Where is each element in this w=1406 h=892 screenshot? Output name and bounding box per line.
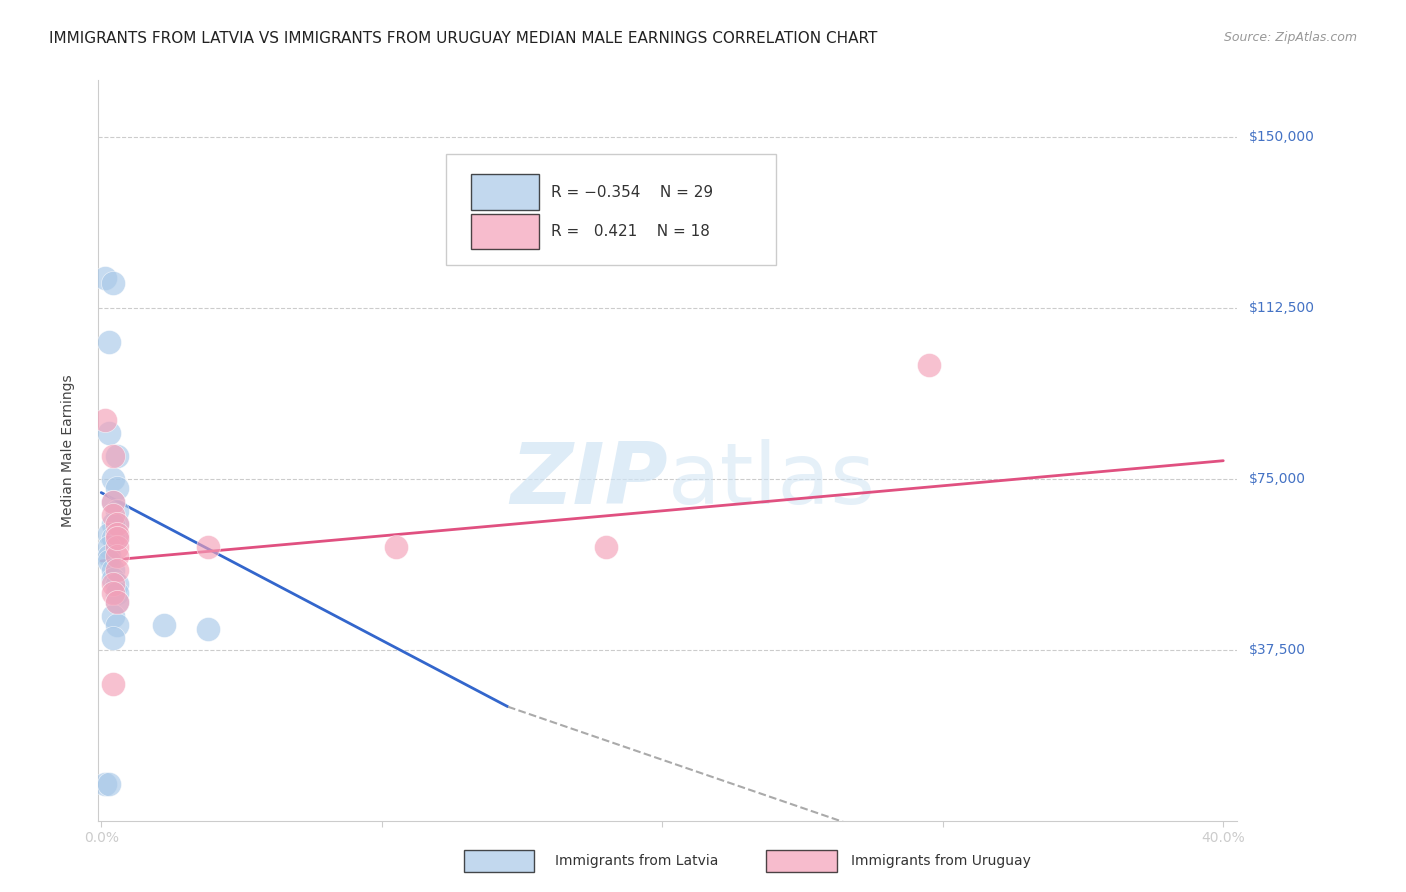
Point (98, 541, 121, 555)
Text: R =   0.421    N = 18: R = 0.421 N = 18 (551, 224, 710, 239)
Point (918, 358, 941, 372)
Point (105, 549, 128, 564)
Point (98, 335, 121, 350)
Text: $112,500: $112,500 (1249, 301, 1315, 315)
Point (101, 576, 124, 591)
Point (105, 481, 128, 495)
Point (98, 554, 121, 568)
Point (101, 494, 124, 508)
FancyBboxPatch shape (446, 154, 776, 266)
Point (101, 586, 124, 600)
Point (101, 632, 124, 646)
Text: R = −0.354    N = 29: R = −0.354 N = 29 (551, 185, 713, 200)
FancyBboxPatch shape (471, 213, 538, 249)
Point (105, 595, 128, 609)
Point (105, 531, 128, 545)
Text: Immigrants from Latvia: Immigrants from Latvia (555, 854, 718, 868)
Text: Immigrants from Uruguay: Immigrants from Uruguay (851, 854, 1031, 868)
Point (384, 541, 406, 555)
Point (105, 526, 128, 541)
Point (595, 541, 617, 555)
FancyBboxPatch shape (471, 174, 538, 210)
Point (98, 549, 121, 564)
Point (94, 271, 117, 285)
Point (105, 586, 128, 600)
Point (101, 531, 124, 545)
Point (105, 504, 128, 518)
Point (101, 608, 124, 623)
Text: IMMIGRANTS FROM LATVIA VS IMMIGRANTS FROM URUGUAY MEDIAN MALE EARNINGS CORRELATI: IMMIGRANTS FROM LATVIA VS IMMIGRANTS FRO… (49, 31, 877, 46)
Text: $75,000: $75,000 (1249, 472, 1305, 486)
Point (98, 526, 121, 541)
Point (101, 494, 124, 508)
Text: $37,500: $37,500 (1249, 643, 1305, 657)
Point (197, 622, 219, 636)
Point (105, 517, 128, 532)
Point (197, 541, 219, 555)
Point (101, 563, 124, 577)
Point (101, 572, 124, 586)
Point (105, 576, 128, 591)
Point (101, 472, 124, 486)
Point (105, 449, 128, 463)
Point (153, 617, 176, 632)
Text: ZIP: ZIP (510, 439, 668, 522)
Text: atlas: atlas (668, 439, 876, 522)
Point (101, 508, 124, 523)
Point (101, 517, 124, 532)
Point (105, 595, 128, 609)
Point (94, 777, 117, 791)
Text: Source: ZipAtlas.com: Source: ZipAtlas.com (1223, 31, 1357, 45)
Y-axis label: Median Male Earnings: Median Male Earnings (60, 374, 75, 527)
Point (101, 449, 124, 463)
Point (105, 517, 128, 532)
Point (105, 541, 128, 555)
Point (94, 413, 117, 427)
Point (98, 777, 121, 791)
Point (101, 276, 124, 290)
Point (105, 617, 128, 632)
Point (105, 563, 128, 577)
Point (98, 426, 121, 441)
Text: $150,000: $150,000 (1249, 130, 1315, 145)
Point (101, 677, 124, 691)
Point (105, 531, 128, 545)
